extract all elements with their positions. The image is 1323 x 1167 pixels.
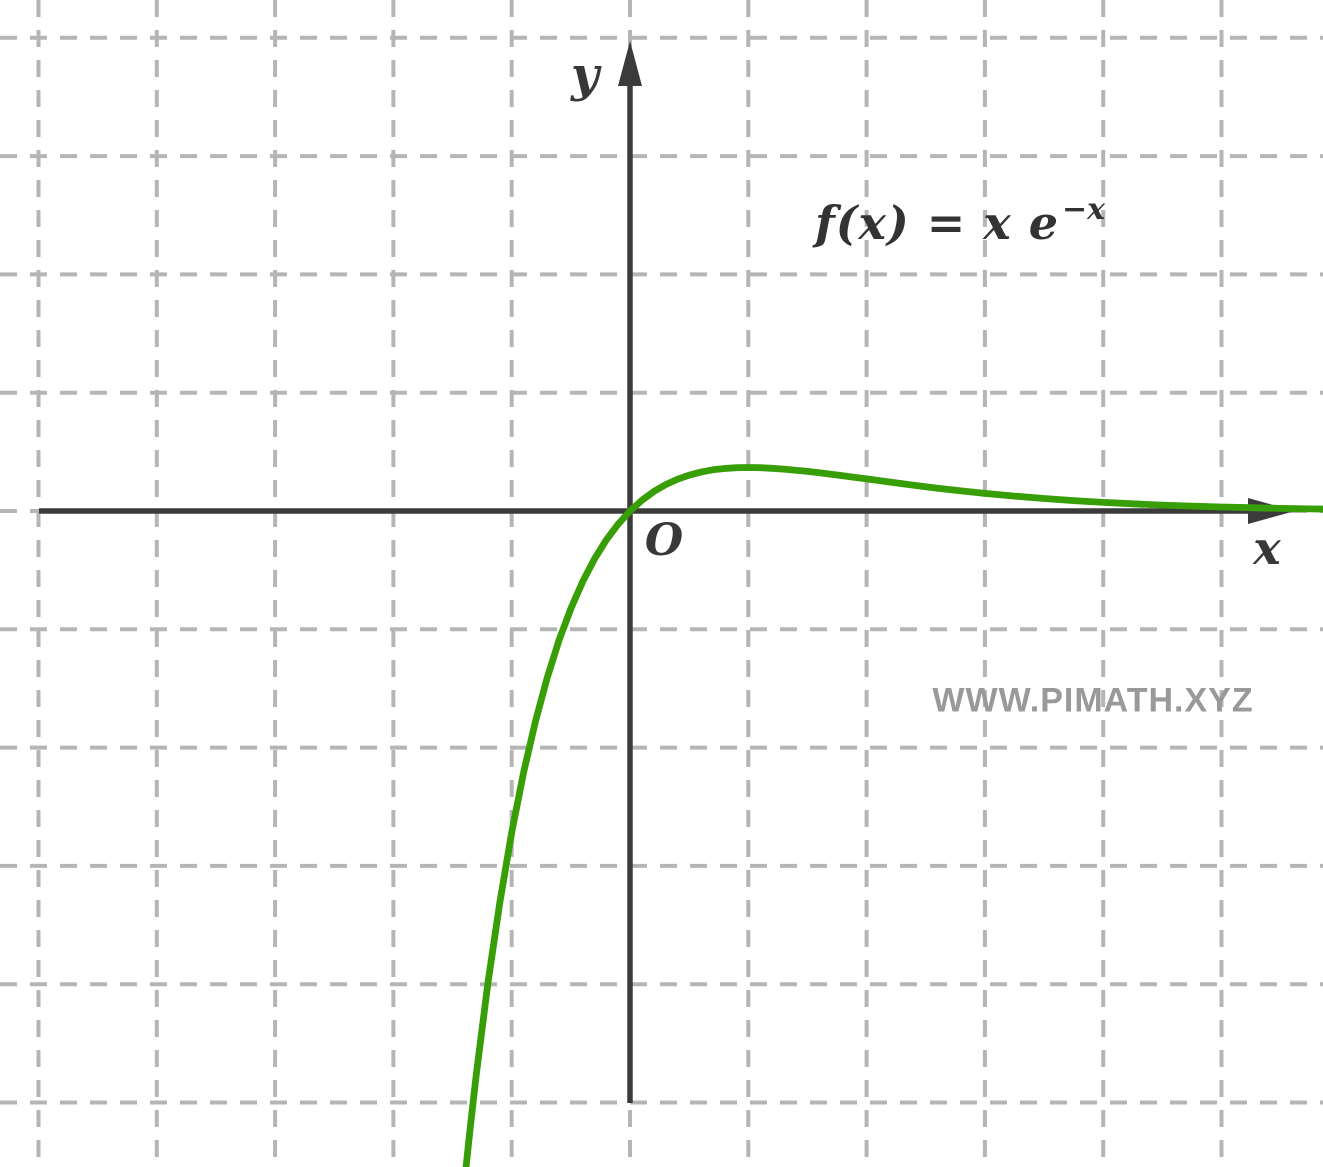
y-axis-label: y bbox=[571, 47, 599, 103]
x-axis-label: x bbox=[1253, 521, 1281, 575]
watermark: WWW.PIMATH.XYZ bbox=[932, 681, 1254, 720]
origin-label: O bbox=[644, 515, 684, 566]
function-formula: f(x) = x e −x bbox=[815, 194, 1105, 246]
formula-base: f(x) = x e bbox=[814, 196, 1059, 250]
function-curve bbox=[462, 464, 1323, 1167]
formula-exponent: −x bbox=[1062, 191, 1106, 227]
y-axis-arrow bbox=[618, 41, 642, 86]
